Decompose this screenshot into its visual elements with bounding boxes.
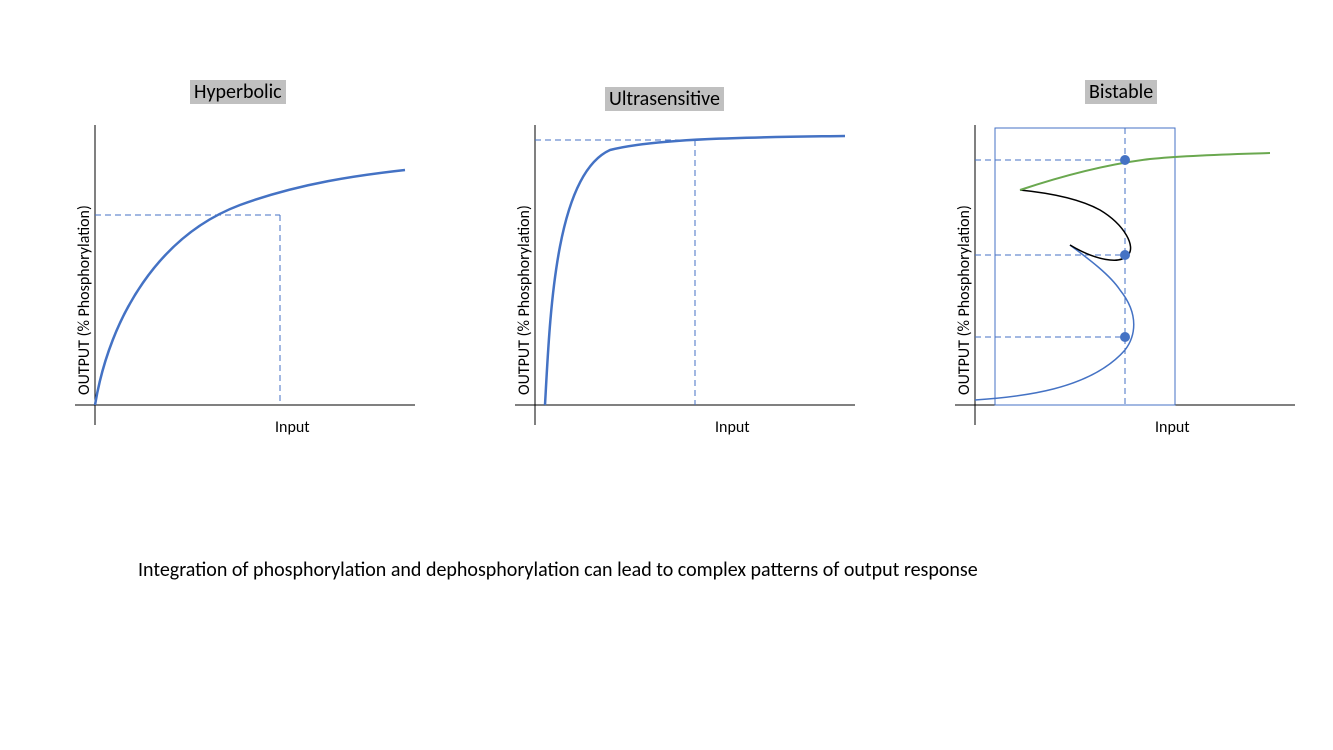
bistable-chart — [940, 115, 1310, 445]
hyperbolic-title: Hyperbolic — [190, 80, 286, 104]
ultrasensitive-title: Ultrasensitive — [605, 87, 724, 111]
bistable-curve-lower — [975, 245, 1134, 400]
figure-caption: Integration of phosphorylation and depho… — [138, 558, 978, 582]
hyperbolic-curve — [95, 170, 405, 405]
bistable-curve-upper — [1020, 153, 1270, 190]
bistable-box — [995, 128, 1175, 405]
bistable-dot-top — [1120, 155, 1130, 165]
figure-canvas: { "caption": { "text": "Integration of p… — [0, 0, 1333, 750]
ultrasensitive-chart — [500, 115, 870, 445]
bistable-dot-mid — [1120, 250, 1130, 260]
bistable-dot-bot — [1120, 332, 1130, 342]
bistable-title: Bistable — [1085, 80, 1157, 104]
hyperbolic-chart — [60, 115, 430, 445]
